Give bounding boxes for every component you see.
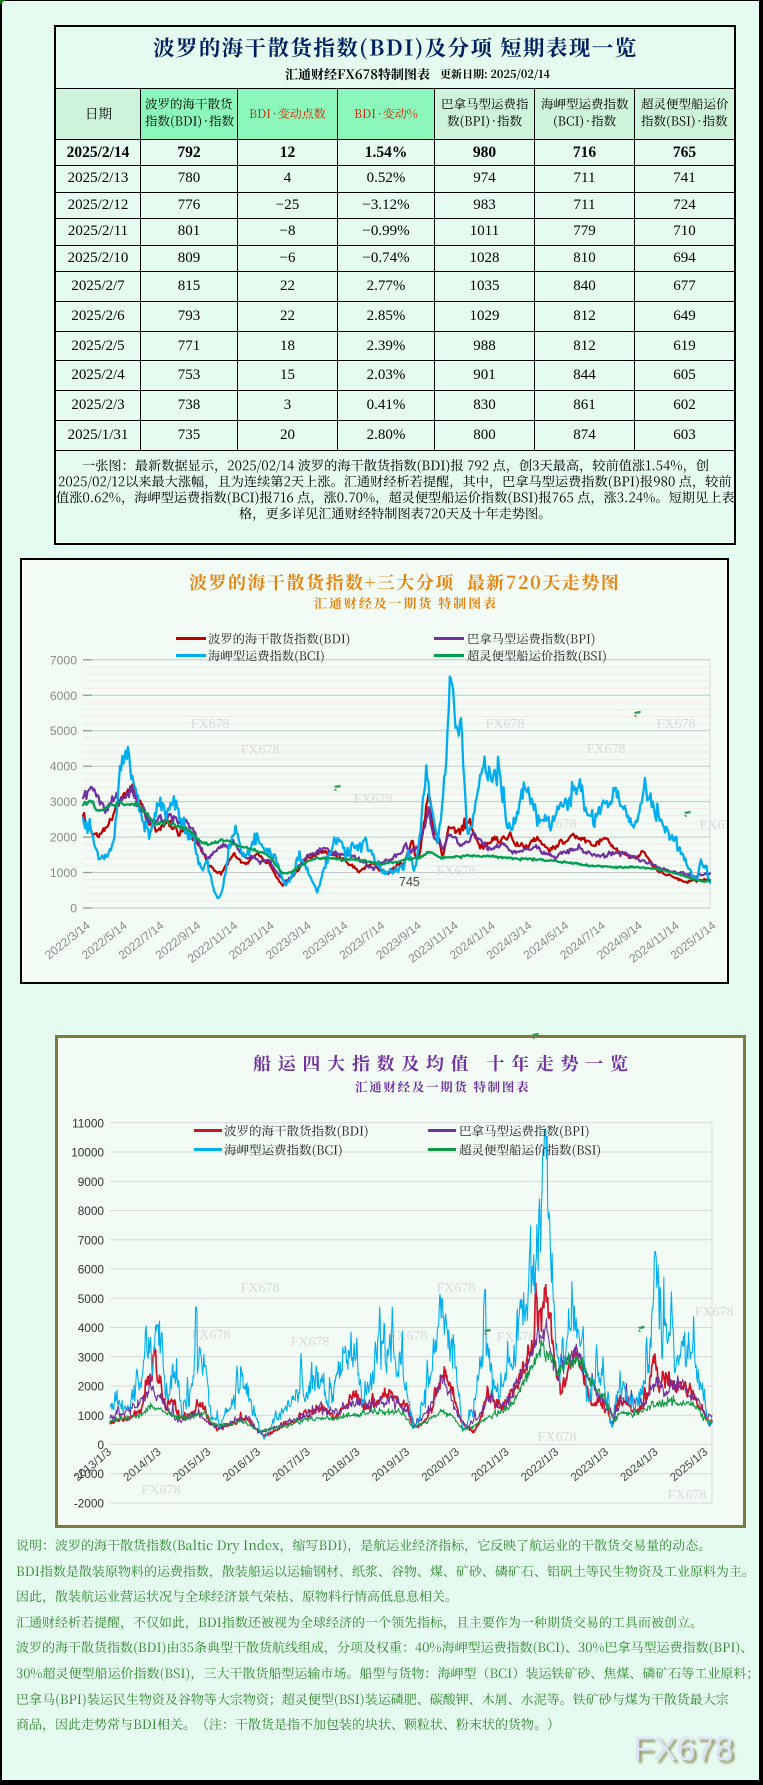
- svg-text:2018/1/3: 2018/1/3: [320, 1446, 362, 1484]
- svg-text:2021/1/3: 2021/1/3: [470, 1446, 512, 1484]
- svg-text:4000: 4000: [50, 760, 77, 774]
- svg-text:2023/1/3: 2023/1/3: [569, 1446, 611, 1484]
- svg-text:2014/1/3: 2014/1/3: [122, 1446, 164, 1484]
- svg-text:6000: 6000: [50, 689, 77, 703]
- svg-text:2017/1/3: 2017/1/3: [271, 1446, 313, 1484]
- svg-text:7000: 7000: [50, 653, 77, 667]
- svg-text:FX678: FX678: [695, 1305, 734, 1320]
- svg-text:FX678: FX678: [354, 792, 393, 807]
- svg-text:2019/1/3: 2019/1/3: [370, 1446, 412, 1484]
- svg-text:7000: 7000: [78, 1233, 105, 1247]
- svg-text:11000: 11000: [72, 1116, 104, 1130]
- svg-text:2000: 2000: [50, 831, 77, 845]
- svg-text:5000: 5000: [78, 1292, 105, 1306]
- svg-text:4000: 4000: [78, 1321, 105, 1335]
- svg-text:FX678: FX678: [538, 1430, 577, 1445]
- svg-text:2020/1/3: 2020/1/3: [420, 1446, 462, 1484]
- svg-text:FX678: FX678: [192, 1328, 231, 1343]
- svg-text:3000: 3000: [50, 795, 77, 809]
- svg-text:2025/1/3: 2025/1/3: [668, 1446, 710, 1484]
- svg-text:FX678: FX678: [437, 1281, 476, 1296]
- svg-text:FX678: FX678: [241, 743, 280, 758]
- svg-text:2000: 2000: [78, 1380, 105, 1394]
- svg-text:2016/1/3: 2016/1/3: [221, 1446, 263, 1484]
- svg-text:2024/1/3: 2024/1/3: [619, 1446, 661, 1484]
- svg-text:FX678: FX678: [587, 742, 626, 757]
- svg-text:0: 0: [97, 1438, 104, 1452]
- svg-text:5000: 5000: [50, 724, 77, 738]
- svg-text:FX678: FX678: [657, 717, 696, 732]
- svg-text:FX678: FX678: [486, 717, 525, 732]
- svg-text:FX678: FX678: [668, 1488, 707, 1503]
- svg-text:9000: 9000: [78, 1175, 105, 1189]
- svg-text:2015/1/3: 2015/1/3: [171, 1446, 213, 1484]
- svg-text:0: 0: [70, 902, 77, 916]
- svg-text:8000: 8000: [78, 1204, 105, 1218]
- svg-text:6000: 6000: [78, 1263, 105, 1277]
- svg-text:FX678: FX678: [700, 818, 729, 833]
- svg-text:FX678: FX678: [389, 1329, 428, 1344]
- svg-text:FX678: FX678: [241, 1281, 280, 1296]
- svg-text:FX678: FX678: [437, 864, 476, 879]
- svg-text:FX678: FX678: [191, 717, 230, 732]
- svg-text:10000: 10000: [71, 1146, 104, 1160]
- svg-text:1000: 1000: [78, 1409, 105, 1423]
- svg-text:-2000: -2000: [74, 1497, 105, 1511]
- svg-text:FX678: FX678: [142, 1483, 181, 1498]
- svg-text:3000: 3000: [78, 1350, 105, 1364]
- svg-text:FX678: FX678: [291, 1335, 330, 1350]
- svg-text:745: 745: [399, 875, 420, 889]
- svg-text:1000: 1000: [50, 866, 77, 880]
- svg-text:-1000: -1000: [74, 1467, 105, 1481]
- svg-text:2022/1/3: 2022/1/3: [519, 1446, 561, 1484]
